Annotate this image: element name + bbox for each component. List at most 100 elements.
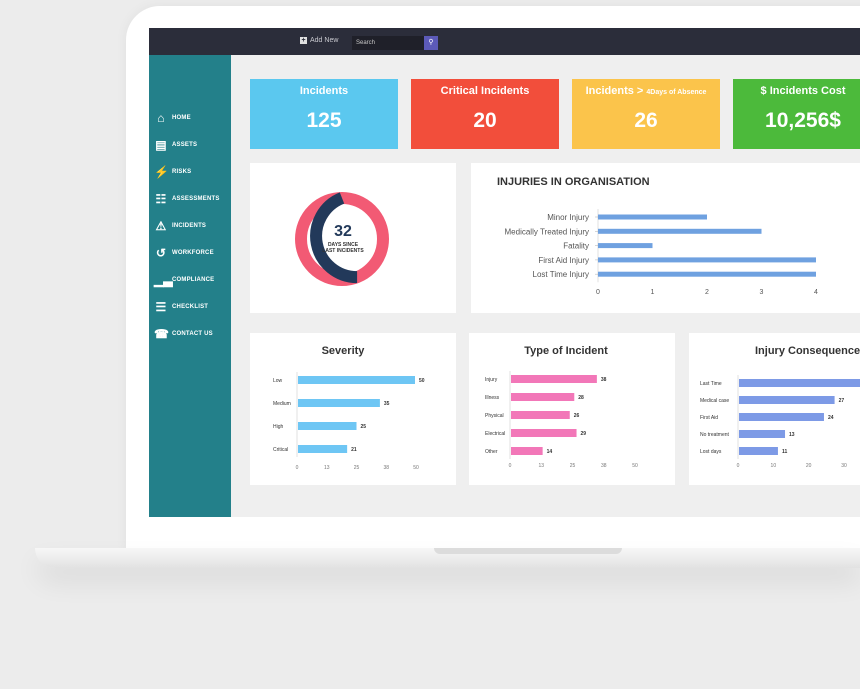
laptop-notch (434, 548, 622, 554)
bar-label: Lost days (700, 449, 722, 455)
laptop-base (35, 548, 860, 568)
sidebar-item-compliance[interactable]: ▁▃ COMPLIANCE (154, 273, 214, 287)
tick-label: 2 (705, 289, 709, 296)
sidebar-item-label: INCIDENTS (172, 223, 207, 229)
bar (511, 429, 577, 437)
clipboard-icon: ☷ (155, 192, 167, 206)
kpi-title: $ Incidents Cost (760, 85, 846, 97)
bar (511, 393, 575, 401)
kpi-title: Incidents > 4Days of Absence (572, 85, 720, 97)
bar-label: Illness (485, 395, 500, 401)
warning-icon: ⚠ (155, 219, 167, 233)
kpi-title: Incidents (299, 85, 349, 97)
dashboard-screen: + Add New Search ⚲ ⌂ HOME ▤ ASSETS ⚡ RISKS ☷… (149, 28, 860, 517)
tick-label: 20 (806, 463, 812, 469)
injuries-card: INJURIES IN ORGANISATION Minor Injury Med… (471, 163, 860, 313)
bar (598, 243, 653, 249)
bar (298, 376, 415, 384)
bar-value: 27 (839, 398, 845, 404)
kpi-value: 10,256$ (765, 109, 841, 132)
sidebar-item-assessments[interactable]: ☷ ASSESSMENTS (154, 192, 220, 206)
bar-value: 13 (789, 432, 795, 438)
bar (511, 447, 543, 455)
days-since-card: 32 DAYS SINCE LAST INCIDENTS (250, 163, 456, 313)
search-input[interactable]: Search (352, 36, 424, 50)
bar-value: 38 (601, 377, 607, 383)
injuries-title: INJURIES IN ORGANISATION (497, 176, 650, 188)
sidebar-item-workforce[interactable]: ↺ WORKFORCE (154, 246, 214, 260)
lightning-icon: ⚡ (154, 165, 170, 179)
injury-consequence-card: Injury Consequence Last Time37Medical ca… (689, 333, 860, 485)
tick-label: 25 (354, 465, 360, 471)
sidebar-item-label: WORKFORCE (172, 250, 214, 256)
bar-label: Lost Time Injury (533, 270, 589, 279)
bar (298, 399, 380, 407)
tick-label: 30 (841, 463, 847, 469)
bar (511, 375, 597, 383)
sidebar-item-contact-us[interactable]: ☎ CONTACT US (154, 327, 213, 341)
days-since-donut: 32 DAYS SINCE LAST INCIDENTS (295, 192, 389, 286)
assets-icon: ▤ (155, 138, 167, 152)
tick-label: 13 (324, 465, 330, 471)
tick-label: 0 (596, 289, 600, 296)
add-new-label: Add New (310, 37, 339, 44)
tick-label: 38 (601, 463, 607, 469)
bar-label: Electrical (485, 431, 505, 437)
bar-value: 50 (419, 378, 425, 384)
bar (739, 379, 860, 387)
bar-label: Fatality (563, 242, 589, 251)
tick-label: 50 (413, 465, 419, 471)
bar-value: 25 (361, 424, 367, 430)
bar (739, 396, 835, 404)
tick-label: 50 (632, 463, 638, 469)
sidebar-item-label: COMPLIANCE (172, 277, 215, 283)
injury-consequence-title: Injury Consequence (755, 345, 860, 357)
bar-value: 28 (578, 395, 584, 401)
sidebar-item-risks[interactable]: ⚡ RISKS (154, 165, 191, 179)
incident-type-chart: Injury 38 Illness 28 Physical 26 Electrical 29 O… (485, 371, 638, 469)
bar-label: Injury (485, 377, 498, 383)
kpi-card-absence-incidents[interactable]: Incidents > 4Days of Absence 26 (572, 79, 720, 149)
tick-label: 4 (814, 289, 818, 296)
bar-label: High (273, 424, 284, 430)
sidebar-item-checklist[interactable]: ☰ CHECKLIST (154, 300, 208, 314)
kpi-title-small: 4Days of Absence (646, 89, 707, 96)
tick-label: 38 (383, 465, 389, 471)
kpi-card-critical-incidents[interactable]: Critical Incidents 20 (411, 79, 559, 149)
sidebar-item-assets[interactable]: ▤ ASSETS (154, 138, 197, 152)
tick-label: 3 (760, 289, 764, 296)
bar-value: 21 (351, 447, 357, 453)
kpi-card-incidents[interactable]: Incidents 125 (250, 79, 398, 149)
add-new-button[interactable]: + Add New (300, 37, 338, 44)
bar (298, 422, 357, 430)
tick-label: 0 (296, 465, 299, 471)
sidebar-item-label: ASSETS (172, 142, 198, 148)
bar-label: Minor Injury (547, 213, 589, 222)
sidebar-item-label: CONTACT US (172, 331, 213, 337)
bar-label: Medically Treated Injury (505, 227, 589, 236)
bar (739, 430, 786, 438)
sidebar-item-label: RISKS (172, 169, 192, 175)
bar-value: 29 (581, 431, 587, 437)
bar-value: 24 (828, 415, 834, 421)
bar-label: Critical (273, 447, 288, 453)
bar (598, 271, 816, 277)
list-icon: ☰ (155, 300, 167, 314)
tick-label: 25 (570, 463, 576, 469)
severity-title: Severity (321, 345, 365, 357)
sidebar-item-home[interactable]: ⌂ HOME (154, 111, 191, 125)
kpi-card-incidents-cost[interactable]: $ Incidents Cost 10,256$ (733, 79, 860, 149)
history-icon: ↺ (155, 246, 167, 260)
bar-label: Medium (273, 401, 291, 407)
sidebar: ⌂ HOME ▤ ASSETS ⚡ RISKS ☷ ASSESSMENTS ⚠ INCID… (149, 55, 231, 517)
bar-value: 11 (782, 449, 788, 455)
bar-value: 35 (384, 401, 390, 407)
sidebar-item-incidents[interactable]: ⚠ INCIDENTS (154, 219, 206, 233)
bar-label: No treatment (700, 432, 730, 438)
kpi-value: 26 (634, 109, 658, 132)
search-button[interactable]: ⚲ (424, 36, 438, 50)
bar-label: First Aid (700, 415, 718, 421)
kpi-value: 20 (473, 109, 497, 132)
bar (598, 257, 816, 263)
